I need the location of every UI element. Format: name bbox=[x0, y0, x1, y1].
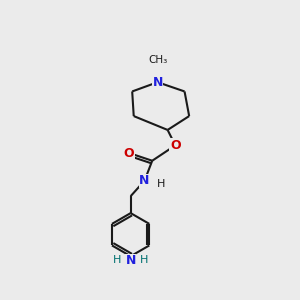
Text: H: H bbox=[112, 256, 121, 266]
Text: N: N bbox=[125, 254, 136, 267]
Text: O: O bbox=[170, 139, 181, 152]
Text: H: H bbox=[140, 256, 149, 266]
Text: N: N bbox=[139, 174, 150, 187]
Text: O: O bbox=[124, 146, 134, 160]
Text: N: N bbox=[152, 76, 163, 89]
Text: CH₃: CH₃ bbox=[148, 55, 167, 65]
Text: H: H bbox=[157, 179, 166, 189]
